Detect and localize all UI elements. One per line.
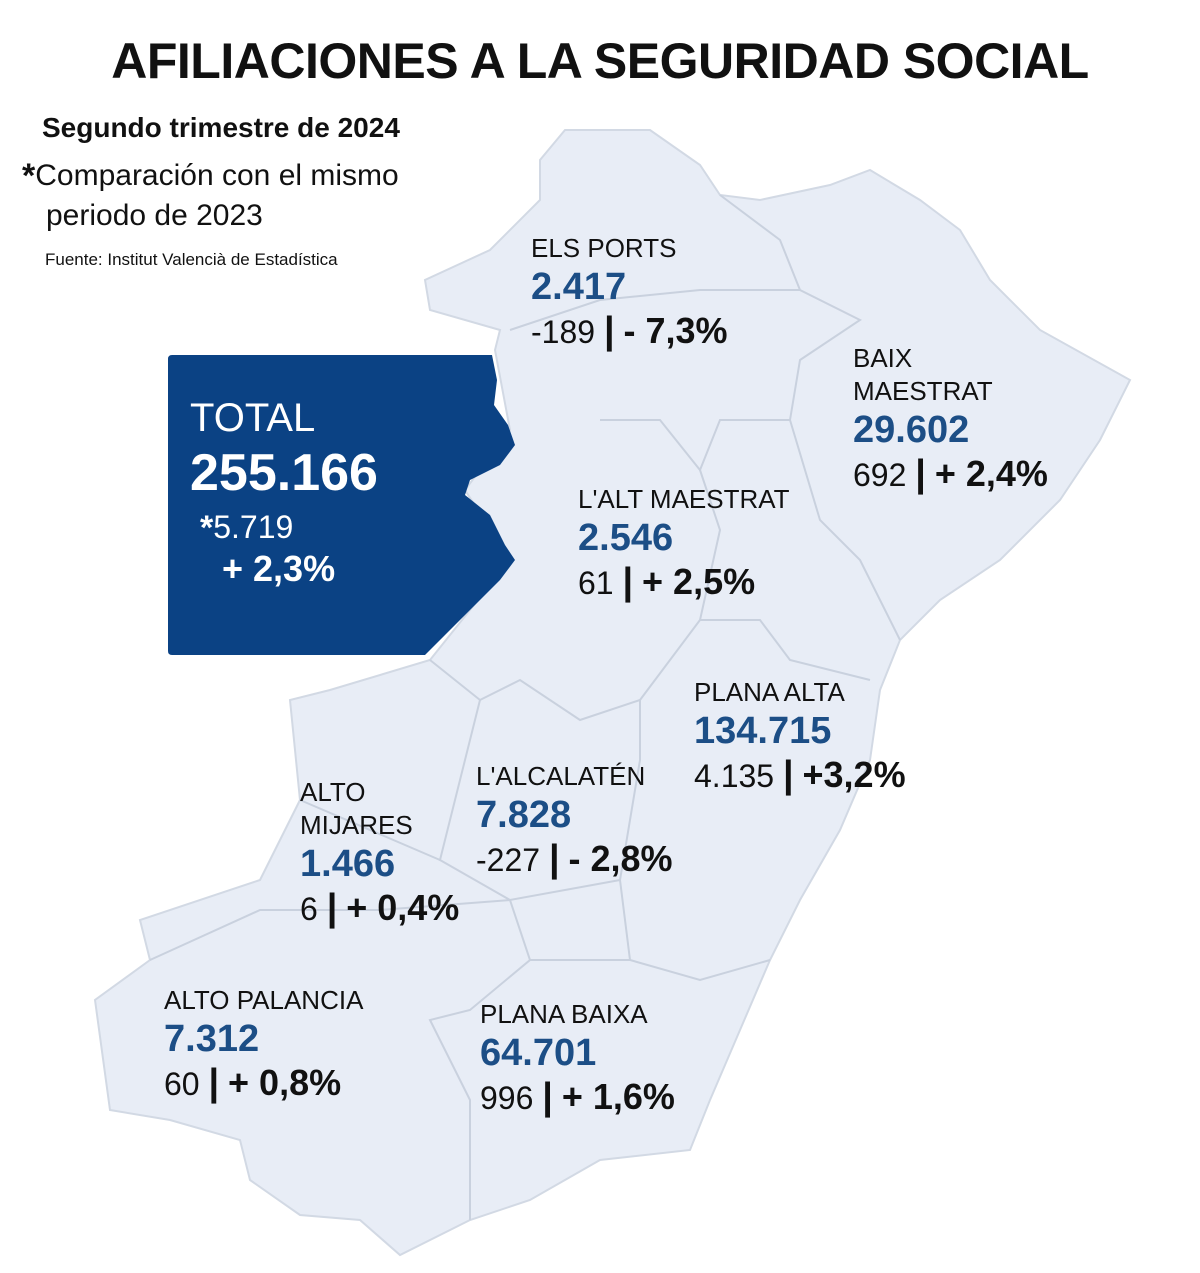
total-diff-value: 5.719 (213, 509, 294, 545)
region-change: 61 | + 2,5% (578, 560, 790, 605)
comparison-note: *Comparación con el mismo periodo de 202… (22, 156, 399, 236)
region-value: 7.312 (164, 1018, 260, 1060)
region-pct: - 2,8% (568, 838, 673, 879)
region-name: ALTO MIJARES (300, 777, 413, 840)
region-value: 2.546 (578, 517, 674, 559)
region-name: L'ALCALATÉN (476, 761, 646, 791)
region-pct: +3,2% (802, 754, 906, 795)
region-change: -227 | - 2,8% (476, 837, 673, 882)
region-diff: -227 (476, 842, 541, 878)
total-box (168, 355, 515, 655)
region-els-ports: ELS PORTS 2.417 -189 | - 7,3% (531, 232, 728, 354)
region-name: BAIX MAESTRAT (853, 343, 993, 406)
region-name: PLANA ALTA (694, 677, 845, 707)
separator: | (326, 887, 338, 929)
source-text: Fuente: Institut Valencià de Estadística (45, 250, 338, 269)
separator: | (782, 754, 794, 796)
region-pct: + 2,4% (934, 453, 1048, 494)
province-outline (93, 129, 1132, 1257)
region-name: L'ALT MAESTRAT (578, 484, 790, 514)
region-change: 60 | + 0,8% (164, 1061, 363, 1106)
total-pct: + 2,3% (222, 548, 336, 589)
note-line-2: periodo de 2023 (46, 199, 263, 232)
separator: | (622, 561, 634, 603)
region-pct: - 7,3% (623, 310, 728, 351)
region-alcalaten: L'ALCALATÉN 7.828 -227 | - 2,8% (476, 760, 673, 882)
total-summary: TOTAL 255.166 *5.719 + 2,3% (190, 396, 378, 590)
total-value: 255.166 (190, 444, 378, 502)
region-diff: 692 (853, 457, 907, 493)
region-value: 2.417 (531, 266, 627, 308)
separator: | (548, 838, 560, 880)
separator: | (542, 1076, 553, 1118)
region-value: 64.701 (480, 1032, 597, 1074)
total-diff: *5.719 (200, 509, 378, 548)
separator: | (208, 1062, 220, 1104)
region-value: 134.715 (694, 710, 832, 752)
region-diff: 61 (578, 565, 614, 601)
region-plana-alta: PLANA ALTA 134.715 4.135 | +3,2% (694, 676, 906, 798)
region-change: -189 | - 7,3% (531, 309, 728, 354)
comarca-borders (149, 194, 901, 1220)
region-diff: 60 (164, 1066, 200, 1102)
region-diff: 6 (300, 891, 318, 927)
separator: | (603, 310, 615, 352)
region-name: ELS PORTS (531, 233, 677, 263)
region-change: 996 | + 1,6% (480, 1075, 675, 1120)
region-change: 4.135 | +3,2% (694, 753, 906, 798)
region-pct: + 0,8% (228, 1062, 342, 1103)
region-baix-maestrat: BAIX MAESTRAT 29.602 692 | + 2,4% (853, 342, 1048, 497)
page-title: AFILIACIONES A LA SEGURIDAD SOCIAL (111, 33, 1089, 89)
region-value: 1.466 (300, 843, 396, 885)
region-pct: + 0,4% (346, 887, 460, 928)
region-alto-mijares: ALTO MIJARES 1.466 6 | + 0,4% (300, 776, 459, 931)
region-plana-baixa: PLANA BAIXA 64.701 996 | + 1,6% (480, 998, 675, 1120)
separator: | (915, 453, 926, 495)
region-alto-palancia: ALTO PALANCIA 7.312 60 | + 0,8% (164, 984, 363, 1106)
region-name: PLANA BAIXA (480, 999, 648, 1029)
region-pct: + 2,5% (642, 561, 756, 602)
subtitle: Segundo trimestre de 2024 (42, 112, 400, 143)
region-diff: 4.135 (694, 758, 775, 794)
region-diff: -189 (531, 314, 596, 350)
region-pct: + 1,6% (561, 1076, 675, 1117)
region-change: 6 | + 0,4% (300, 886, 459, 931)
region-alt-maestrat: L'ALT MAESTRAT 2.546 61 | + 2,5% (578, 483, 790, 605)
region-change: 692 | + 2,4% (853, 452, 1048, 497)
asterisk-icon: * (200, 509, 214, 547)
asterisk-icon: * (22, 157, 36, 195)
region-diff: 996 (480, 1080, 534, 1116)
region-value: 29.602 (853, 409, 970, 451)
total-label: TOTAL (190, 396, 316, 440)
note-line-1: Comparación con el mismo (35, 159, 399, 192)
region-value: 7.828 (476, 794, 572, 836)
region-name: ALTO PALANCIA (164, 985, 364, 1015)
